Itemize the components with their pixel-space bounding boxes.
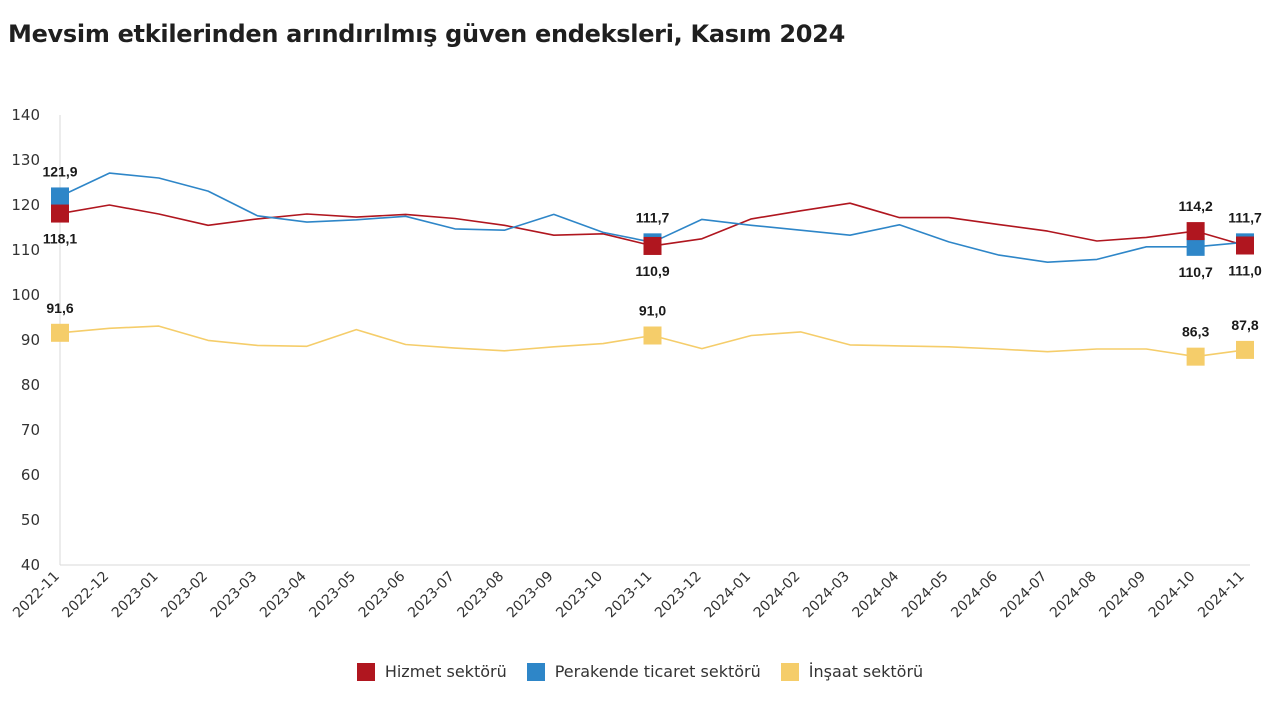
legend-item-hizmet: Hizmet sektörü: [356, 662, 507, 681]
x-tick-label: 2023-12: [652, 569, 705, 622]
x-tick-label: 2023-08: [455, 569, 508, 622]
data-label: 111,7: [636, 209, 670, 225]
x-tick-label: 2022-11: [10, 569, 63, 622]
chart-title: Mevsim etkilerinden arındırılmış güven e…: [8, 20, 845, 48]
x-tick-label: 2022-12: [60, 569, 113, 622]
x-tick-label: 2024-09: [1096, 569, 1149, 622]
x-tick-label: 2023-03: [208, 569, 261, 622]
y-tick-label: 80: [21, 376, 40, 394]
data-label: 91,6: [46, 300, 73, 316]
x-tick-label: 2024-07: [998, 569, 1051, 622]
data-label: 118,1: [43, 231, 77, 247]
y-tick-label: 60: [21, 466, 40, 484]
data-label: 111,0: [1228, 263, 1262, 279]
data-label: 87,8: [1231, 317, 1258, 333]
x-tick-label: 2024-02: [751, 569, 804, 622]
x-tick-label: 2023-07: [405, 569, 458, 622]
chart-legend: Hizmet sektörü Perakende ticaret sektörü…: [0, 662, 1280, 681]
y-tick-label: 100: [11, 286, 40, 304]
data-label: 91,0: [639, 303, 666, 319]
legend-swatch-insaat: [780, 662, 799, 681]
y-tick-label: 140: [11, 106, 40, 124]
x-tick-label: 2023-10: [553, 569, 606, 622]
x-tick-label: 2023-01: [109, 569, 162, 622]
y-tick-label: 120: [11, 196, 40, 214]
data-label: 110,9: [635, 263, 669, 279]
y-tick-label: 70: [21, 421, 40, 439]
legend-label-insaat: İnşaat sektörü: [808, 662, 924, 681]
y-tick-label: 90: [21, 331, 40, 349]
x-tick-label: 2024-11: [1195, 569, 1248, 622]
data-label: 111,7: [1228, 209, 1262, 225]
data-marker: [1186, 222, 1205, 241]
legend-item-insaat: İnşaat sektörü: [780, 662, 924, 681]
x-tick-label: 2024-08: [1047, 569, 1100, 622]
y-tick-label: 40: [21, 556, 40, 574]
x-tick-label: 2024-03: [800, 569, 853, 622]
data-marker: [51, 204, 69, 223]
legend-label-perakende: Perakende ticaret sektörü: [554, 662, 761, 681]
x-tick-label: 2024-01: [701, 569, 754, 622]
y-tick-label: 110: [11, 241, 40, 259]
data-label: 86,3: [1182, 324, 1209, 340]
x-tick-label: 2024-05: [899, 569, 952, 622]
x-tick-label: 2023-06: [356, 568, 409, 621]
legend-item-perakende: Perakende ticaret sektörü: [526, 662, 761, 681]
data-label: 114,2: [1178, 198, 1212, 214]
data-marker: [1186, 237, 1205, 256]
legend-label-hizmet: Hizmet sektörü: [384, 662, 507, 681]
y-tick-label: 50: [21, 511, 40, 529]
x-tick-label: 2023-02: [158, 569, 211, 622]
y-tick-label: 130: [11, 151, 40, 169]
data-marker: [643, 326, 662, 345]
x-tick-label: 2023-11: [603, 569, 656, 622]
data-marker: [1236, 236, 1254, 255]
x-tick-label: 2024-04: [850, 568, 903, 621]
data-marker: [1186, 347, 1205, 366]
data-marker: [643, 236, 662, 255]
data-label: 110,7: [1178, 264, 1212, 280]
x-tick-label: 2024-06: [948, 568, 1001, 621]
x-tick-label: 2024-10: [1146, 569, 1199, 622]
data-marker: [51, 187, 69, 206]
legend-swatch-hizmet: [356, 662, 375, 681]
x-tick-label: 2023-09: [504, 569, 557, 622]
legend-swatch-perakende: [526, 662, 545, 681]
data-label: 121,9: [42, 163, 77, 179]
x-tick-label: 2023-05: [306, 569, 359, 622]
data-marker: [1236, 340, 1254, 359]
data-marker: [51, 323, 69, 342]
x-tick-label: 2023-04: [257, 568, 310, 621]
